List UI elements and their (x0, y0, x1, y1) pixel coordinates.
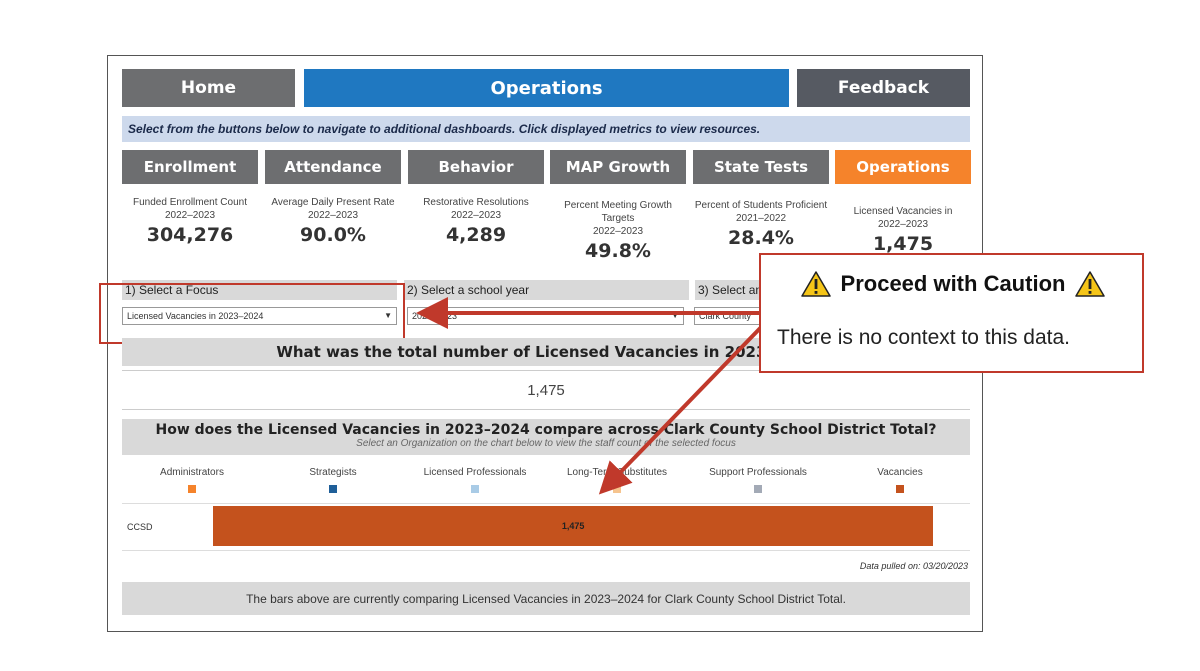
total-value[interactable]: 1,475 (122, 370, 970, 410)
legend-label: Support Professionals (709, 467, 807, 478)
comparison-subtitle: Select an Organization on the chart belo… (356, 438, 736, 449)
legend-label: Vacancies (877, 467, 923, 478)
metric-growth[interactable]: Percent Meeting Growth Targets 2022–2023… (548, 199, 688, 262)
metric-label: Restorative Resolutions (423, 197, 529, 208)
year-selector-heading: 2) Select a school year (404, 280, 689, 300)
caution-callout: Proceed with Caution There is no context… (759, 253, 1144, 373)
org-dropdown[interactable]: Clark County (694, 307, 764, 325)
bar-track: 1,475 (213, 504, 970, 549)
metric-value: 28.4% (728, 227, 794, 249)
legend-long-term-substitutes: Long-Term Substitutes (547, 467, 687, 493)
legend-label: Licensed Professionals (423, 467, 527, 478)
data-pulled-date: Data pulled on: 03/20/2023 (859, 561, 968, 571)
legend-support-professionals: Support Professionals (688, 467, 828, 493)
tab-map-growth[interactable]: MAP Growth (550, 150, 686, 184)
metric-value: 49.8% (585, 240, 651, 262)
metric-value: 4,289 (445, 224, 507, 246)
legend-label: Long-Term Substitutes (566, 467, 668, 478)
legend-strategists: Strategists (263, 467, 403, 493)
metric-attendance[interactable]: Average Daily Present Rate 2022–2023 90.… (263, 196, 403, 246)
warning-icon (1075, 271, 1106, 297)
metric-year: 2021–2022 (735, 213, 787, 224)
metric-enrollment[interactable]: Funded Enrollment Count 2022–2023 304,27… (120, 196, 260, 246)
comparison-header: How does the Licensed Vacancies in 2023–… (122, 419, 970, 455)
warning-icon (800, 271, 831, 297)
instructions-banner: Select from the buttons below to navigat… (122, 116, 970, 142)
org-dropdown-value: Clark County (699, 311, 752, 321)
metric-label: Percent Meeting Growth Targets (564, 200, 672, 224)
metric-year: 2022–2023 (164, 210, 216, 221)
metric-proficient[interactable]: Percent of Students Proficient 2021–2022… (691, 199, 831, 249)
legend-label: Administrators (160, 467, 224, 478)
legend-vacancies: Vacancies (830, 467, 970, 493)
metric-behavior[interactable]: Restorative Resolutions 2022–2023 4,289 (406, 196, 546, 246)
bar-data-label: 1,475 (561, 521, 585, 531)
bar-chart (122, 503, 970, 551)
legend-swatch (471, 485, 479, 493)
legend-swatch (896, 485, 904, 493)
legend-label: Strategists (309, 467, 357, 478)
focus-highlight-box (99, 283, 405, 344)
focus-dropdown[interactable]: Licensed Vacancies in 2023–2024 ▼ (122, 307, 397, 325)
legend-swatch (329, 485, 337, 493)
tab-enrollment[interactable]: Enrollment (122, 150, 258, 184)
metric-vacancies[interactable]: Licensed Vacancies in 2022–2023 1,475 (833, 205, 973, 255)
tab-state-tests[interactable]: State Tests (693, 150, 829, 184)
chevron-down-icon: ▼ (671, 311, 679, 320)
comparison-title: How does the Licensed Vacancies in 2023–… (155, 422, 937, 438)
tab-behavior[interactable]: Behavior (408, 150, 544, 184)
focus-selector-heading: 1) Select a Focus (122, 280, 397, 300)
legend-swatch (188, 485, 196, 493)
metric-year: 2022–2023 (450, 210, 502, 221)
legend-swatch (613, 485, 621, 493)
bar-ccsd-vacancies[interactable]: 1,475 (213, 506, 934, 546)
feedback-button[interactable]: Feedback (797, 69, 970, 107)
year-dropdown[interactable]: 2022–2023 ▼ (407, 307, 684, 325)
bar-category-label: CCSD (127, 522, 153, 532)
metric-label: Percent of Students Proficient (694, 200, 828, 211)
metric-label: Average Daily Present Rate (271, 197, 395, 208)
tab-operations[interactable]: Operations (835, 150, 971, 184)
metric-value: 1,475 (872, 233, 934, 255)
legend-swatch (754, 485, 762, 493)
metric-value: 90.0% (300, 224, 366, 246)
legend-licensed-professionals: Licensed Professionals (405, 467, 545, 493)
home-button[interactable]: Home (122, 69, 295, 107)
metric-year: 2022–2023 (592, 226, 644, 237)
legend-administrators: Administrators (122, 467, 262, 493)
metric-label: Licensed Vacancies in 2022–2023 (853, 206, 953, 230)
tab-attendance[interactable]: Attendance (265, 150, 401, 184)
caution-title: Proceed with Caution (840, 271, 1066, 296)
metric-year: 2022–2023 (307, 210, 359, 221)
caution-title-row: Proceed with Caution (777, 271, 1129, 297)
chevron-down-icon: ▼ (384, 311, 392, 320)
metric-label: Funded Enrollment Count (133, 197, 247, 208)
focus-dropdown-value: Licensed Vacancies in 2023–2024 (127, 311, 264, 321)
year-dropdown-value: 2022–2023 (412, 311, 458, 321)
caution-message: There is no context to this data. (777, 326, 1070, 349)
metric-value: 304,276 (146, 224, 234, 246)
operations-header: Operations (304, 69, 789, 107)
footer-note: The bars above are currently comparing L… (122, 582, 970, 615)
